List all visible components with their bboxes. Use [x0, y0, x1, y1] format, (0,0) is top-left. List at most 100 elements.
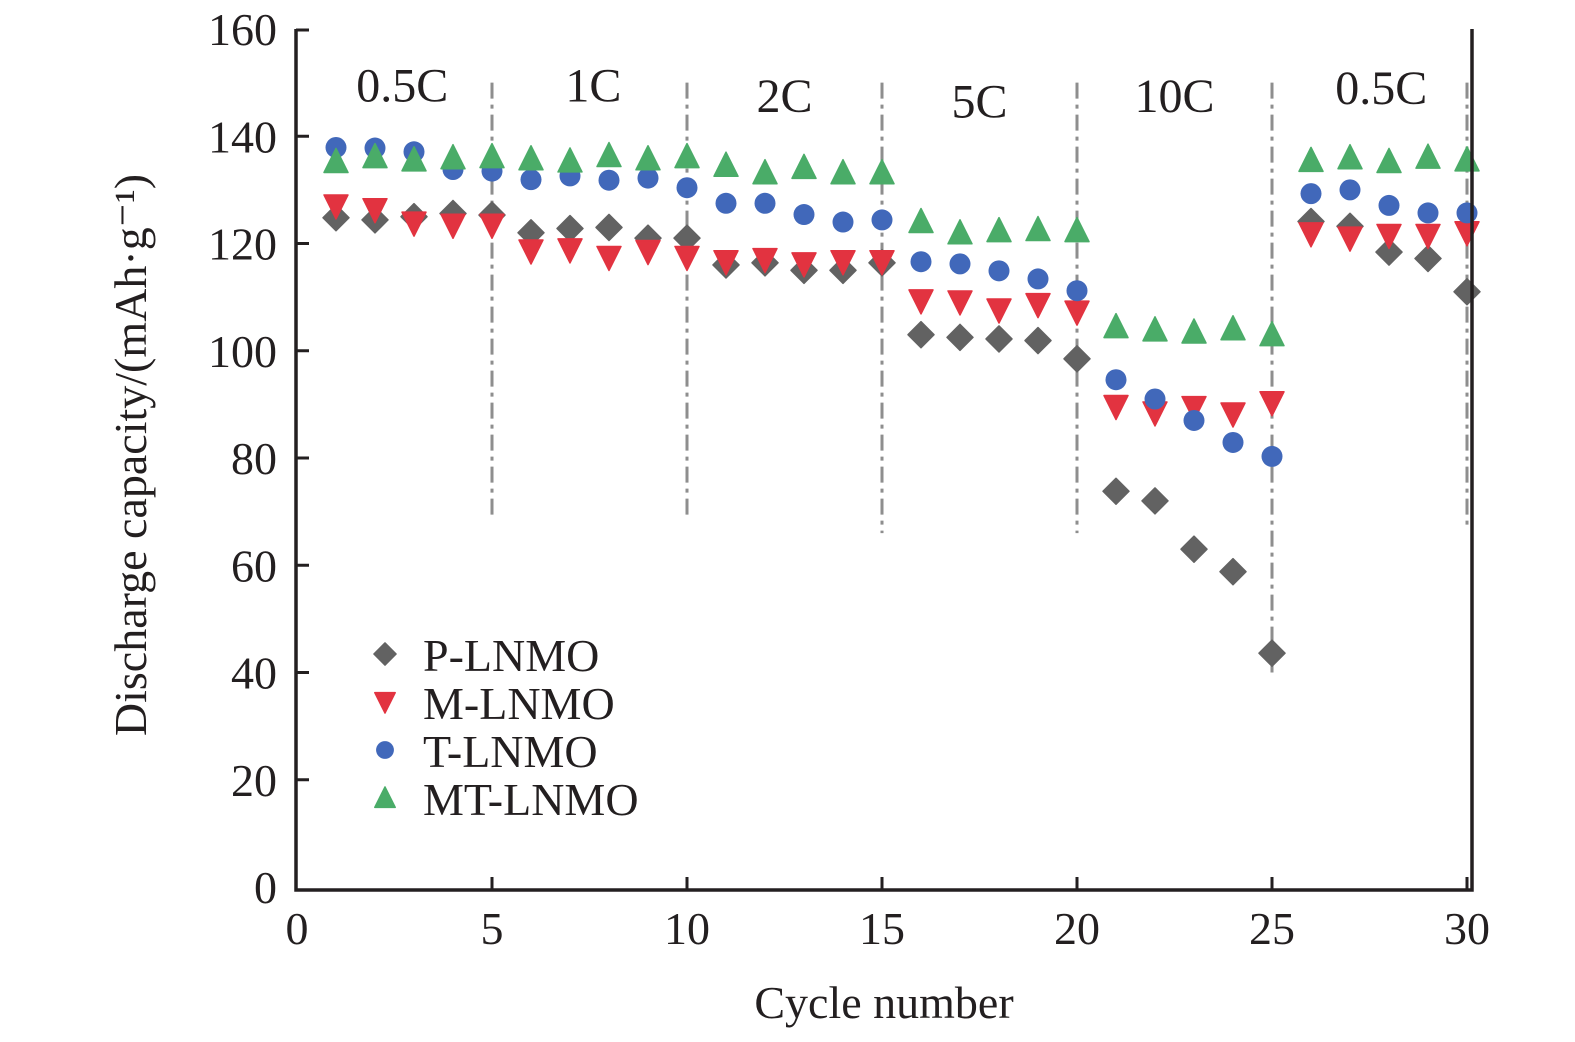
data-point-t-lnmo [910, 251, 932, 273]
x-tick-label: 30 [1444, 903, 1490, 954]
legend-item-p-lnmo: P-LNMO [373, 630, 599, 681]
data-point-m-lnmo [947, 290, 973, 316]
data-point-m-lnmo [1025, 292, 1051, 319]
data-point-t-lnmo [1222, 431, 1244, 453]
data-point-p-lnmo [1024, 326, 1052, 355]
data-point-t-lnmo [1300, 183, 1322, 205]
data-point-p-lnmo [985, 325, 1013, 353]
data-point-p-lnmo [1414, 244, 1442, 273]
y-tick-label: 80 [231, 433, 277, 484]
data-point-mt-lnmo [1298, 146, 1324, 173]
data-point-t-lnmo [1339, 179, 1361, 201]
rate-label: 5C [951, 75, 1007, 128]
rate-label: 0.5C [1335, 62, 1427, 115]
data-point-mt-lnmo [1064, 216, 1090, 243]
y-tick-label: 100 [208, 326, 277, 377]
data-point-m-lnmo [791, 252, 817, 278]
y-axis-title: Discharge capacity/(mAh·g⁻¹) [105, 174, 156, 736]
data-point-m-lnmo [596, 245, 622, 272]
data-point-m-lnmo [635, 239, 661, 266]
data-point-mt-lnmo [1103, 312, 1129, 339]
data-point-m-lnmo [323, 194, 349, 220]
data-point-m-lnmo [1064, 300, 1090, 326]
y-tick-label: 160 [208, 4, 277, 55]
legend-item-t-lnmo: T-LNMO [376, 726, 598, 777]
data-point-m-lnmo [908, 289, 934, 315]
legend-label: T-LNMO [423, 726, 598, 777]
data-point-p-lnmo [907, 320, 935, 349]
data-point-m-lnmo [674, 245, 700, 272]
data-point-mt-lnmo [713, 151, 739, 177]
y-tick-label: 40 [231, 648, 277, 699]
data-point-mt-lnmo [752, 158, 778, 185]
data-point-m-lnmo [1103, 394, 1129, 421]
data-point-mt-lnmo [1337, 143, 1363, 170]
rate-label: 10C [1134, 70, 1214, 123]
data-point-m-lnmo [1298, 222, 1324, 248]
data-point-mt-lnmo [674, 142, 700, 169]
data-point-t-lnmo [325, 137, 347, 159]
data-point-p-lnmo [1063, 345, 1091, 373]
data-point-mt-lnmo [440, 143, 466, 170]
series-t-lnmo [325, 137, 1478, 467]
data-point-t-lnmo [988, 260, 1010, 282]
legend-marker-triangle-up-icon [374, 786, 396, 809]
data-point-mt-lnmo [1220, 315, 1246, 341]
y-tick-label: 120 [208, 219, 277, 270]
legend-item-m-lnmo: M-LNMO [374, 678, 615, 729]
data-point-m-lnmo [713, 249, 739, 276]
data-point-p-lnmo [595, 213, 623, 242]
data-point-t-lnmo [520, 169, 542, 191]
rate-labels: 0.5C 1C 2C 5C 10C 0.5C [356, 59, 1427, 128]
data-point-t-lnmo [1066, 280, 1088, 302]
data-point-m-lnmo [518, 239, 544, 265]
data-point-mt-lnmo [557, 147, 583, 173]
y-tick-label: 20 [231, 755, 277, 806]
data-point-t-lnmo [832, 211, 854, 233]
data-point-m-lnmo [1259, 391, 1285, 417]
data-point-t-lnmo [1378, 194, 1400, 216]
data-point-mt-lnmo [908, 207, 934, 234]
data-point-mt-lnmo [986, 216, 1012, 243]
x-tick-label: 25 [1249, 903, 1295, 954]
data-point-mt-lnmo [1376, 147, 1402, 174]
data-point-t-lnmo [1105, 369, 1127, 391]
legend-label: P-LNMO [423, 630, 599, 681]
data-point-m-lnmo [986, 298, 1012, 324]
data-point-t-lnmo [637, 167, 659, 189]
legend-item-mt-lnmo: MT-LNMO [374, 774, 639, 825]
data-point-m-lnmo [1220, 402, 1246, 428]
x-tick-label: 20 [1054, 903, 1100, 954]
data-point-p-lnmo [1141, 487, 1169, 515]
data-point-t-lnmo [1183, 409, 1205, 431]
data-point-m-lnmo [479, 213, 505, 240]
data-point-t-lnmo [1144, 388, 1166, 410]
data-point-p-lnmo [1219, 557, 1247, 586]
data-point-mt-lnmo [1025, 215, 1051, 242]
rate-label: 2C [756, 70, 812, 123]
data-point-mt-lnmo [635, 145, 661, 171]
x-axis-ticks: 0 5 10 15 20 25 30 [286, 877, 1490, 954]
data-point-mt-lnmo [1259, 320, 1285, 347]
data-point-t-lnmo [1456, 202, 1478, 224]
data-point-p-lnmo [1180, 535, 1208, 563]
data-point-t-lnmo [949, 253, 971, 275]
data-point-mt-lnmo [869, 158, 895, 185]
rate-label: 0.5C [356, 59, 448, 112]
data-point-mt-lnmo [323, 147, 349, 174]
data-point-t-lnmo [715, 192, 737, 214]
data-point-mt-lnmo [1454, 146, 1480, 172]
series-mt-lnmo [323, 141, 1480, 347]
data-point-m-lnmo [1337, 226, 1363, 252]
data-point-m-lnmo [830, 249, 856, 276]
data-point-mt-lnmo [1142, 316, 1168, 342]
data-point-m-lnmo [752, 247, 778, 274]
data-point-m-lnmo [1376, 223, 1402, 250]
data-point-mt-lnmo [1415, 143, 1441, 169]
data-point-p-lnmo [946, 323, 974, 352]
data-point-t-lnmo [793, 204, 815, 226]
data-point-m-lnmo [1454, 221, 1480, 247]
data-point-mt-lnmo [362, 142, 388, 169]
x-tick-label: 10 [664, 903, 710, 954]
